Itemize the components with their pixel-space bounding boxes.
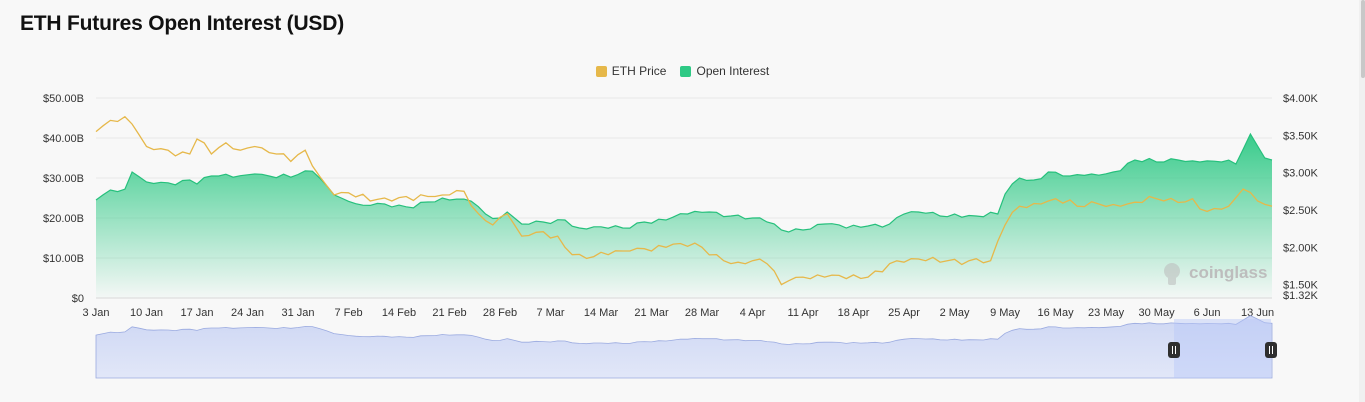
x-tick-label: 9 May <box>990 307 1020 319</box>
x-tick-label: 28 Mar <box>685 307 720 319</box>
y-right-tick-label: $4.00K <box>1283 93 1319 105</box>
x-tick-label: 28 Feb <box>483 307 517 319</box>
chart-title: ETH Futures Open Interest (USD) <box>20 12 344 35</box>
legend-swatch <box>595 65 607 77</box>
navigator-left-handle[interactable] <box>1168 342 1180 358</box>
x-tick-label: 13 Jun <box>1241 307 1274 319</box>
x-tick-label: 25 Apr <box>888 307 920 319</box>
x-tick-label: 6 Jun <box>1194 307 1221 319</box>
open-interest-line <box>95 132 1273 233</box>
x-tick-label: 16 May <box>1038 307 1075 319</box>
y-left-tick-label: $20.00B <box>43 213 84 225</box>
x-tick-label: 3 Jan <box>83 307 110 319</box>
legend-swatch <box>680 65 692 77</box>
x-tick-label: 31 Jan <box>281 307 314 319</box>
navigator-series <box>95 315 1273 379</box>
eth-price-line <box>95 115 1273 286</box>
y-left-tick-label: $40.00B <box>43 133 84 145</box>
x-tick-label: 21 Mar <box>634 307 669 319</box>
y-right-tick-label: $3.00K <box>1283 168 1319 180</box>
navigator-right-handle[interactable] <box>1265 342 1277 358</box>
legend-item-eth-price[interactable]: ETH Price <box>595 64 667 78</box>
legend-label: ETH Price <box>611 64 667 78</box>
y-left-tick-label: $50.00B <box>43 93 84 105</box>
open-interest-fill <box>96 134 1272 298</box>
x-tick-label: 10 Jan <box>130 307 163 319</box>
navigator-selection[interactable] <box>1174 319 1271 378</box>
x-tick-label: 23 May <box>1088 307 1125 319</box>
open-interest-area <box>95 132 1273 298</box>
x-tick-label: 18 Apr <box>838 307 870 319</box>
y-left-tick-label: $30.00B <box>43 173 84 185</box>
page-scrollbar[interactable] <box>1359 0 1365 402</box>
eth-price-path <box>95 115 1273 286</box>
x-tick-label: 24 Jan <box>231 307 264 319</box>
coinglass-logo-icon <box>1164 263 1180 285</box>
x-tick-label: 7 Mar <box>536 307 564 319</box>
y-left-tick-label: $10.00B <box>43 253 84 265</box>
y-right-tick-label: $2.00K <box>1283 242 1319 254</box>
x-tick-label: 17 Jan <box>180 307 213 319</box>
x-tick-label: 2 May <box>940 307 970 319</box>
x-tick-label: 30 May <box>1139 307 1176 319</box>
x-tick-label: 11 Apr <box>788 307 819 319</box>
range-navigator <box>95 315 1277 379</box>
y-right-tick-label: $2.50K <box>1283 205 1319 217</box>
y-right-tick-label: $3.50K <box>1283 130 1319 142</box>
x-tick-label: 7 Feb <box>334 307 362 319</box>
x-tick-label: 21 Feb <box>432 307 466 319</box>
x-tick-label: 14 Feb <box>382 307 416 319</box>
legend-label: Open Interest <box>696 64 770 78</box>
y-right-tick-label: $1.32K <box>1283 290 1319 302</box>
y-left-tick-label: $0 <box>72 293 84 305</box>
watermark-text: coinglass <box>1189 263 1267 282</box>
scrollbar-thumb[interactable] <box>1361 0 1365 78</box>
chart-legend: ETH Price Open Interest <box>0 64 1365 78</box>
coinglass-watermark: coinglass <box>1164 263 1267 285</box>
x-tick-label: 14 Mar <box>584 307 619 319</box>
axes: $0 $10.00B $20.00B $30.00B $40.00B $50.00B $1.… <box>43 93 1319 319</box>
legend-item-open-interest[interactable]: Open Interest <box>680 64 769 78</box>
x-tick-label: 4 Apr <box>740 307 766 319</box>
y-right-tick-label: $1.50K <box>1283 280 1319 292</box>
